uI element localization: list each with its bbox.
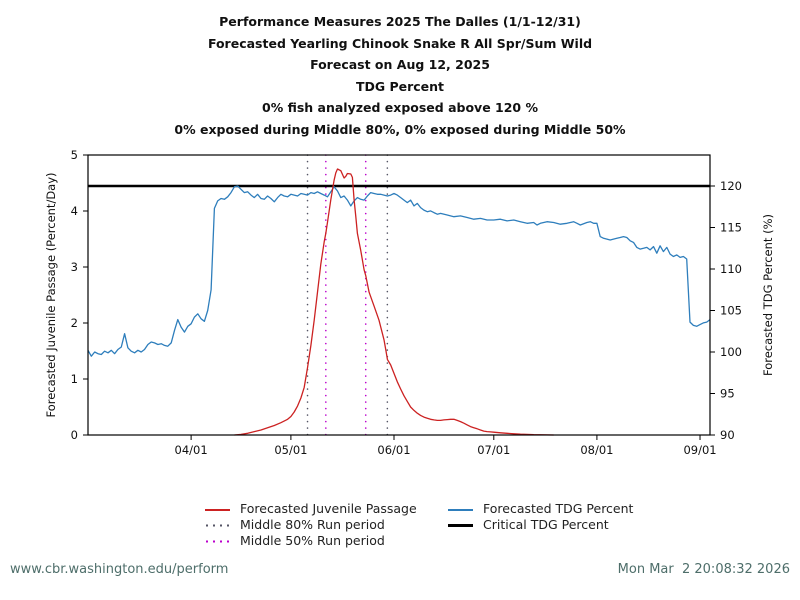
middle80-dots-swatch: [205, 524, 230, 527]
x-tick-label: 08/01: [580, 443, 613, 457]
x-tick-label: 04/01: [175, 443, 208, 457]
x-tick-label: 05/01: [274, 443, 307, 457]
chart-title-block: Performance Measures 2025 The Dalles (1/…: [0, 11, 800, 140]
title-line-4: TDG Percent: [355, 78, 445, 94]
chart-plot-area: 04/01 05/01 06/01 07/01 08/01 09/01 0 1 2 3 4 5 90 95…: [44, 148, 775, 457]
left-y-tick-label: 2: [71, 316, 78, 330]
title-line-2: Forecasted Yearling Chinook Snake R All …: [207, 35, 593, 51]
title-line-5: 0% fish analyzed exposed above 120 %: [262, 100, 538, 115]
juvenile-passage-line: [234, 168, 554, 436]
right-y-tick-label: 110: [720, 262, 742, 276]
x-tick-label: 09/01: [683, 443, 716, 457]
axis-ticks: 04/01 05/01 06/01 07/01 08/01 09/01 0 1 2 3 4 5 90 95…: [71, 148, 742, 457]
left-y-tick-label: 0: [71, 428, 78, 442]
title-line-6: 0% exposed during Middle 80%, 0% exposed…: [174, 121, 626, 137]
legend-item-juvenile-passage: Forecasted Juvenile Passage: [205, 501, 417, 517]
right-y-tick-label: 100: [720, 345, 742, 359]
legend-label: Forecasted Juvenile Passage: [240, 501, 417, 516]
x-tick-label: 06/01: [377, 443, 410, 457]
right-y-tick-label: 90: [720, 428, 735, 442]
plot-frame: [87, 154, 711, 436]
legend-label: Middle 50% Run period: [240, 533, 385, 548]
tdg-percent-line: [87, 185, 711, 357]
legend-item-tdg-percent: Forecasted TDG Percent: [448, 501, 633, 517]
right-axis-label: Forecasted TDG Percent (%): [761, 214, 775, 376]
title-line-1: Performance Measures 2025 The Dalles (1/…: [219, 14, 581, 29]
left-y-tick-label: 5: [71, 148, 78, 162]
right-y-tick-label: 95: [720, 387, 735, 401]
right-y-tick-label: 105: [720, 304, 742, 318]
run-period-marker-lines: [306, 154, 389, 436]
title-line-3: Forecast on Aug 12, 2025: [310, 57, 490, 72]
right-y-tick-label: 115: [720, 221, 742, 235]
footer-url: www.cbr.washington.edu/perform: [10, 562, 229, 577]
legend-item-middle50: Middle 50% Run period: [205, 533, 385, 549]
right-y-tick-label: 120: [720, 179, 742, 193]
juvenile-passage-line-swatch: [205, 508, 230, 511]
legend-label: Middle 80% Run period: [240, 517, 385, 532]
critical-tdg-line-swatch: [448, 524, 473, 527]
x-tick-label: 07/01: [477, 443, 510, 457]
legend-item-middle80: Middle 80% Run period: [205, 517, 385, 533]
footer-timestamp: Mon Mar 2 20:08:32 2026: [617, 562, 790, 577]
left-axis-label: Forecasted Juvenile Passage (Percent/Day…: [44, 172, 58, 417]
left-y-tick-label: 4: [71, 204, 78, 218]
tdg-percent-line-swatch: [448, 508, 473, 511]
legend-item-critical-tdg: Critical TDG Percent: [448, 517, 609, 533]
legend-label: Forecasted TDG Percent: [483, 501, 634, 516]
middle50-dots-swatch: [205, 540, 230, 543]
left-y-tick-label: 1: [71, 372, 78, 386]
legend-label: Critical TDG Percent: [483, 517, 609, 532]
left-y-tick-label: 3: [71, 260, 78, 274]
